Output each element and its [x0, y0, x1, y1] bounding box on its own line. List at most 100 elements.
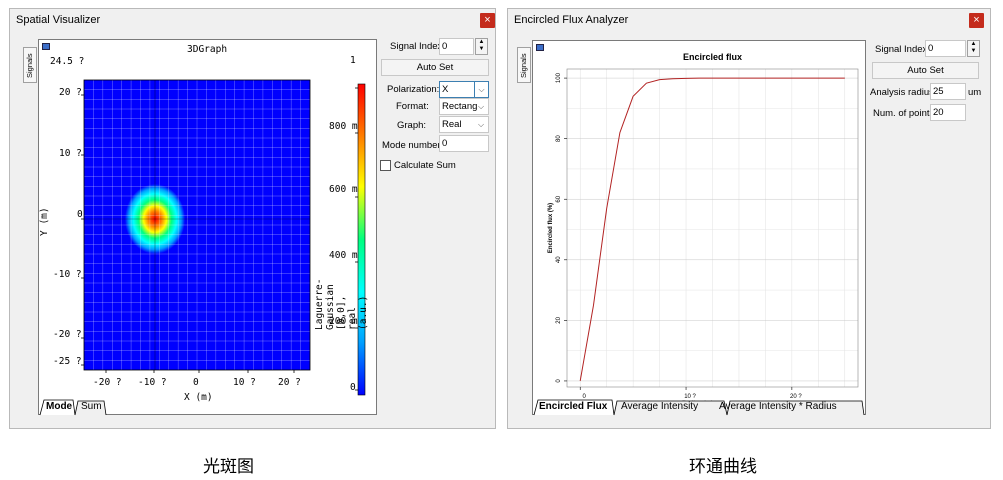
format-label: Format:: [396, 101, 429, 112]
analysis-radius-label: Analysis radius:: [870, 87, 937, 98]
calculate-sum-label[interactable]: Calculate Sum: [394, 160, 456, 171]
signals-side-tab[interactable]: Signals: [23, 47, 37, 83]
signal-index-stepper[interactable]: ▲ ▼: [475, 38, 488, 55]
encircled-flux-line: [579, 77, 845, 381]
num-points-input[interactable]: 20: [930, 104, 966, 121]
tab-average-intensity[interactable]: Average Intensity: [621, 401, 699, 412]
y-tick-label: 10 ?: [59, 148, 82, 159]
signals-tab-label: Signals: [519, 53, 528, 78]
stepper-up-icon[interactable]: ▲: [970, 41, 977, 47]
signal-index-stepper[interactable]: ▲ ▼: [967, 40, 980, 57]
y-tick-label: -20 ?: [53, 329, 82, 340]
graph-title: 3DGraph: [187, 44, 228, 55]
signal-index-label: Signal Index:: [875, 44, 930, 55]
close-button[interactable]: ×: [969, 13, 984, 28]
title-bar[interactable]: Spatial Visualizer ×: [10, 9, 495, 31]
chart-title: Encircled flux: [683, 52, 742, 62]
x-axis-label: X (m): [184, 392, 213, 403]
encircled-flux-analyzer-window: Encircled Flux Analyzer × Signals Encirc…: [507, 8, 991, 429]
stepper-down-icon[interactable]: ▼: [970, 48, 977, 54]
x-tick-label: -20 ?: [93, 377, 122, 388]
polarization-value: X: [442, 84, 449, 95]
colorbar-tick-label: 1: [350, 55, 356, 66]
auto-set-button[interactable]: Auto Set: [872, 62, 979, 79]
y-tick-label: 0: [77, 209, 83, 220]
window-title: Encircled Flux Analyzer: [514, 14, 629, 26]
corner-label: 24.5 ?: [50, 56, 85, 67]
heatmap-background: [84, 80, 310, 370]
y-tick-label: -25 ?: [53, 356, 82, 367]
num-points-label: Num. of points: [873, 108, 935, 119]
stepper-down-icon[interactable]: ▼: [478, 46, 485, 52]
bottom-tabs-outline: [39, 399, 107, 416]
colorbar-tick-label: 200 m: [329, 316, 358, 327]
format-select[interactable]: Rectang ⌵: [439, 98, 489, 115]
x-tick-label: 10 ?: [684, 394, 696, 400]
colorbar: [357, 83, 366, 396]
colorbar-tick-label: 600 m: [329, 184, 358, 195]
chevron-down-icon[interactable]: ⌵: [477, 120, 485, 129]
polarization-select[interactable]: X ⌵: [439, 81, 489, 98]
y-tick-label: 20 ?: [59, 87, 82, 98]
title-bar[interactable]: Encircled Flux Analyzer ×: [508, 9, 990, 31]
chevron-down-icon[interactable]: ⌵: [474, 82, 488, 97]
polarization-label: Polarization:: [387, 84, 440, 95]
close-button[interactable]: ×: [480, 13, 495, 28]
tab-average-intensity-radius[interactable]: Average Intensity * Radius: [719, 401, 837, 412]
graph-value: Real: [442, 119, 462, 130]
x-tick-label: -10 ?: [138, 377, 167, 388]
colorbar-tick-label: 0: [350, 382, 356, 393]
format-value: Rectang: [442, 101, 478, 112]
colorbar-tick-label: 800 m: [329, 121, 358, 132]
tab-sum[interactable]: Sum: [81, 401, 102, 412]
signal-index-label: Signal Index:: [390, 41, 445, 52]
window-title: Spatial Visualizer: [16, 14, 101, 26]
signals-tab-label: Signals: [25, 53, 34, 78]
x-tick-label: 0: [193, 377, 199, 388]
graph-select[interactable]: Real ⌵: [439, 116, 489, 133]
y-tick-label: -10 ?: [53, 269, 82, 280]
y-tick-label: 80: [556, 135, 562, 142]
plot-frame: [566, 68, 859, 388]
signals-side-tab[interactable]: Signals: [517, 47, 531, 83]
y-tick-label: 60: [556, 195, 562, 202]
spatial-visualizer-window: Spatial Visualizer × Signals 3DGraph 24.…: [9, 8, 496, 429]
graph-icon: [42, 43, 50, 50]
y-axis-label: Y (m): [39, 207, 50, 236]
signal-index-input[interactable]: 0: [439, 38, 474, 55]
y-tick-label: 40: [556, 256, 562, 263]
graph-icon: [536, 44, 544, 51]
colorbar-tick-label: 400 m: [329, 250, 358, 261]
right-caption: 环通曲线: [689, 457, 757, 477]
tab-mode[interactable]: Mode: [46, 401, 73, 412]
chevron-down-icon[interactable]: ⌵: [477, 102, 485, 111]
analysis-radius-input[interactable]: 25: [930, 83, 966, 100]
graph-label: Graph:: [397, 120, 427, 131]
heatmap-frame: [83, 79, 311, 371]
x-tick-label: 10 ?: [233, 377, 256, 388]
tab-encircled-flux[interactable]: Encircled Flux: [539, 401, 608, 412]
plot-panel: 3DGraph 24.5 ?: [38, 39, 377, 415]
beam-profile-heatmap: [81, 79, 366, 396]
mode-number-input[interactable]: 0: [439, 135, 489, 152]
signal-index-input[interactable]: 0: [925, 40, 966, 57]
colorbar-ticks: [355, 87, 358, 391]
mode-number-label: Mode number:: [382, 140, 444, 151]
x-tick-label: 20 ?: [790, 394, 802, 400]
analysis-radius-unit: um: [968, 87, 982, 98]
x-tick-label: 0: [583, 394, 587, 400]
stepper-up-icon[interactable]: ▲: [478, 39, 485, 45]
bottom-tabs-outline: [533, 399, 865, 416]
x-tick-label: 20 ?: [278, 377, 301, 388]
heatmap-ticks: [81, 94, 295, 373]
y-axis-label: Encircled flux (%): [548, 203, 554, 253]
y-tick-label: 0: [556, 379, 562, 383]
calculate-sum-checkbox[interactable]: [380, 160, 391, 171]
heatmap-grid: [84, 80, 310, 370]
left-caption: 光斑图: [203, 457, 254, 477]
auto-set-button[interactable]: Auto Set: [381, 59, 489, 76]
y-tick-label: 20: [556, 316, 562, 323]
